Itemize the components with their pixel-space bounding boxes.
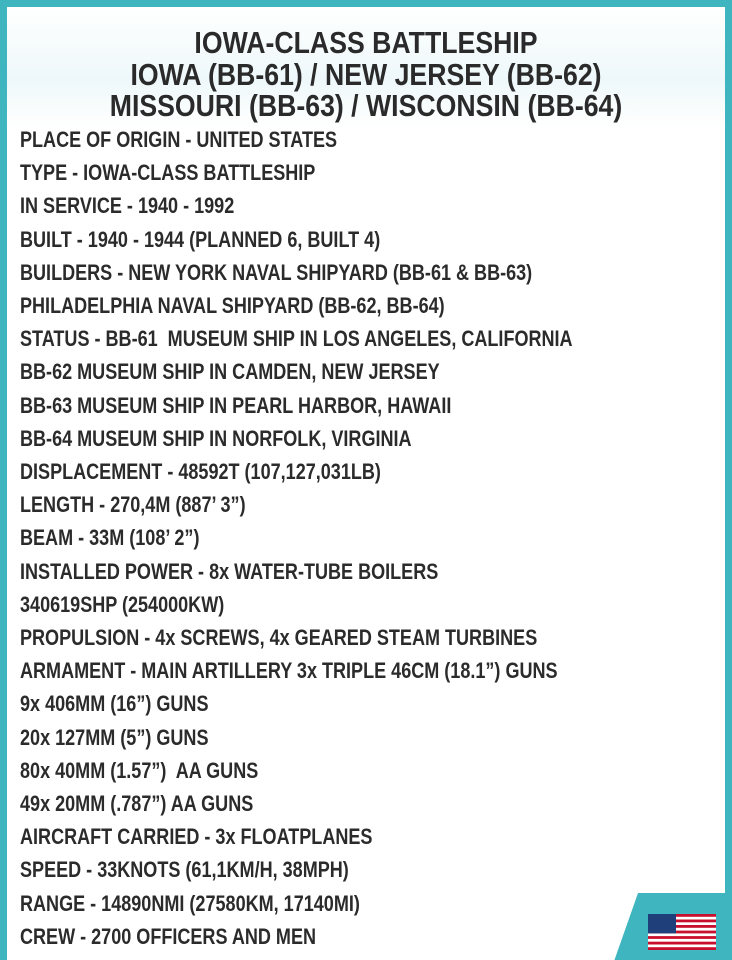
spec-line: SPEED - 33KNOTS (61,1KM/H, 38MPH) [20,857,349,883]
us-flag [648,914,716,950]
header [7,7,725,127]
spec-line: ARMAMENT - MAIN ARTILLERY 3x TRIPLE 46CM… [20,658,558,684]
spec-line: 20x 127MM (5”) GUNS [20,724,209,750]
spec-line: 340619SHP (254000KW) [20,591,225,617]
spec-line: RANGE - 14890NMI (27580KM, 17140MI) [20,890,360,916]
title-line: MISSOURI (BB-63) / WISCONSIN (BB-64) [109,88,623,123]
spec-line: CREW - 2700 OFFICERS AND MEN [20,923,317,949]
spec-line: BEAM - 33M (108’ 2”) [20,525,200,551]
spec-line: PROPULSION - 4x SCREWS, 4x GEARED STEAM … [20,625,538,650]
spec-line: 9x 406MM (16”) GUNS [20,691,209,717]
spec-line: DISPLACEMENT - 48592T (107,127,031LB) [20,459,381,484]
spec-line: BB-63 MUSEUM SHIP IN PEARL HARBOR, HAWAI… [20,392,452,418]
spec-line: 80x 40MM (1.57”) AA GUNS [20,757,259,783]
spec-line: PLACE OF ORIGIN - UNITED STATES [20,127,338,152]
spec-line: BUILT - 1940 - 1944 (PLANNED 6, BUILT 4) [20,226,381,252]
spec-line: BB-62 MUSEUM SHIP IN CAMDEN, NEW JERSEY [20,359,440,385]
spec-line: 49x 20MM (.787”) AA GUNS [20,791,254,816]
spec-line: IN SERVICE - 1940 - 1992 [20,193,235,219]
spec-line: BUILDERS - NEW YORK NAVAL SHIPYARD (BB-6… [20,259,533,285]
corner-decoration [614,893,725,960]
spec-line: LENGTH - 270,4M (887’ 3”) [20,492,246,518]
title-line: IOWA (BB-61) / NEW JERSEY (BB-62) [130,56,602,92]
spec-line: BB-64 MUSEUM SHIP IN NORFOLK, VIRGINIA [20,425,412,451]
title-line: IOWA-CLASS BATTLESHIP [194,25,538,60]
spec-line: AIRCRAFT CARRIED - 3x FLOATPLANES [20,824,373,850]
spec-line: PHILADELPHIA NAVAL SHIPYARD (BB-62, BB-6… [20,293,445,318]
spec-line: STATUS - BB-61 MUSEUM SHIP IN LOS ANGELE… [20,326,573,352]
spec-line: TYPE - IOWA-CLASS BATTLESHIP [20,160,316,186]
spec-line: INSTALLED POWER - 8x WATER-TUBE BOILERS [20,558,439,584]
